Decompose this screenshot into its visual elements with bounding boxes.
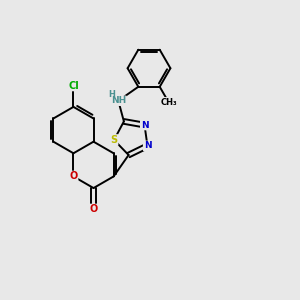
Text: H: H bbox=[108, 90, 115, 99]
Text: Cl: Cl bbox=[68, 80, 79, 91]
Text: O: O bbox=[89, 204, 98, 214]
Text: N: N bbox=[141, 121, 148, 130]
Text: NH: NH bbox=[111, 96, 126, 105]
Text: S: S bbox=[110, 135, 118, 145]
Text: CH₃: CH₃ bbox=[160, 98, 177, 107]
Text: O: O bbox=[69, 172, 78, 182]
Text: N: N bbox=[144, 141, 151, 150]
